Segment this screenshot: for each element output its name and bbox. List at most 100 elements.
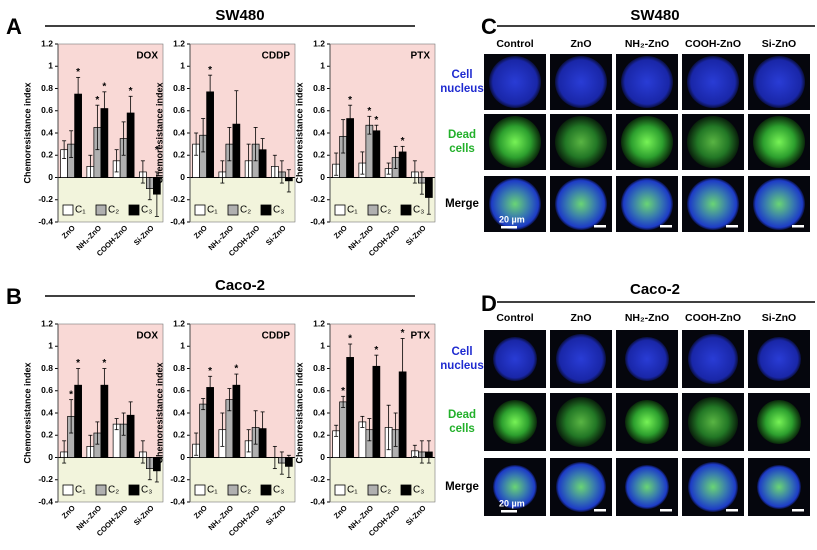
y-tick-label: 0.6	[41, 385, 53, 395]
spheroid	[621, 178, 673, 230]
significance-star: *	[374, 345, 378, 356]
bar	[346, 357, 354, 458]
y-tick-label: 0.8	[41, 363, 53, 373]
legend-label: C₁	[207, 485, 218, 496]
y-tick-label: 1	[48, 61, 53, 71]
y-tick-label: 0	[48, 452, 53, 462]
chart-title: DOX	[136, 331, 158, 342]
chart-title: DOX	[136, 51, 158, 62]
y-tick-label: 0.4	[313, 127, 325, 137]
legend-swatch	[227, 204, 239, 216]
significance-star: *	[348, 334, 352, 345]
spheroid	[493, 337, 537, 381]
scale-bar	[660, 225, 672, 228]
column-label: Control	[496, 38, 533, 50]
y-tick-label: 0.6	[41, 105, 53, 115]
spheroid	[757, 465, 801, 509]
panel-letter: D	[481, 291, 497, 316]
y-tick-label: -0.2	[38, 194, 53, 204]
y-tick-label: 1.2	[173, 38, 185, 48]
x-tick-label: ZnO	[332, 223, 349, 240]
legend-swatch	[260, 204, 272, 216]
column-label: COOH-ZnO	[685, 312, 741, 324]
panel-letter: A	[6, 14, 22, 39]
y-tick-label: 0.8	[41, 83, 53, 93]
plot-frame	[189, 323, 296, 503]
panel-letter: B	[6, 284, 22, 309]
column-label: ZnO	[571, 38, 592, 50]
column-label: ZnO	[571, 312, 592, 324]
panel-heading: SW480	[630, 7, 679, 24]
y-tick-label: 1	[320, 61, 325, 71]
legend-label: C₁	[347, 205, 358, 216]
y-tick-label: 0.6	[313, 385, 325, 395]
spheroid	[753, 116, 805, 168]
significance-star: *	[208, 366, 212, 377]
row-label: Cell	[451, 346, 472, 358]
spheroid	[688, 462, 738, 512]
legend-label: C₂	[240, 485, 251, 496]
y-tick-label: -0.4	[310, 496, 325, 506]
plot-bg-lower	[190, 457, 295, 502]
y-tick-label: 0.2	[41, 150, 53, 160]
legend-swatch	[260, 484, 272, 496]
spheroid	[493, 465, 537, 509]
y-tick-label: 0.4	[173, 407, 185, 417]
legend-label: C₂	[380, 205, 391, 216]
legend-label: C₁	[347, 485, 358, 496]
y-tick-label: 0.2	[173, 150, 185, 160]
spheroid	[625, 337, 669, 381]
y-tick-label: -0.4	[170, 216, 185, 226]
spheroid	[556, 462, 606, 512]
scale-bar-label: 20 µm	[499, 214, 525, 224]
spheroid	[489, 178, 541, 230]
y-tick-label: 0.2	[313, 150, 325, 160]
significance-star: *	[129, 86, 133, 97]
bar	[199, 403, 207, 458]
y-tick-label: -0.2	[38, 474, 53, 484]
y-tick-label: 0.2	[41, 430, 53, 440]
y-tick-label: 1.2	[173, 318, 185, 328]
row-label: Dead	[448, 409, 476, 421]
y-tick-label: -0.2	[170, 474, 185, 484]
legend-swatch	[128, 204, 140, 216]
spheroid	[753, 178, 805, 230]
significance-star: *	[69, 389, 73, 400]
scale-bar	[594, 225, 606, 228]
significance-star: *	[367, 106, 371, 117]
y-axis-label: Chemoresistance index	[294, 362, 304, 463]
spheroid	[556, 334, 606, 384]
y-tick-label: 0.6	[173, 385, 185, 395]
spheroid	[687, 56, 739, 108]
y-tick-label: -0.2	[310, 474, 325, 484]
legend-label: C₃	[413, 205, 424, 216]
legend-swatch	[227, 484, 239, 496]
y-tick-label: 0.2	[313, 430, 325, 440]
spheroid	[493, 400, 537, 444]
x-tick-label: ZnO	[60, 223, 77, 240]
x-tick-label: Si-ZnO	[404, 503, 428, 527]
y-tick-label: 1.2	[313, 38, 325, 48]
legend-label: C₃	[273, 485, 284, 496]
row-label: cells	[449, 143, 475, 155]
panel-heading: Caco-2	[215, 277, 265, 294]
x-tick-label: Si-ZnO	[132, 503, 156, 527]
y-tick-label: 0.4	[41, 407, 53, 417]
spheroid	[621, 56, 673, 108]
chart-title: CDDP	[262, 331, 291, 342]
y-axis-label: Chemoresistance index	[154, 362, 164, 463]
legend-label: C₁	[75, 205, 86, 216]
y-tick-label: 0.4	[41, 127, 53, 137]
row-label: Dead	[448, 129, 476, 141]
y-tick-label: 0.8	[173, 83, 185, 93]
chart-title: PTX	[411, 331, 431, 342]
spheroid	[625, 400, 669, 444]
scale-bar	[660, 509, 672, 512]
y-tick-label: -0.2	[170, 194, 185, 204]
spheroid	[556, 397, 606, 447]
y-axis-label: Chemoresistance index	[154, 82, 164, 183]
row-label: cells	[449, 423, 475, 435]
scale-bar	[726, 225, 738, 228]
significance-star: *	[102, 358, 106, 369]
spheroid	[555, 116, 607, 168]
